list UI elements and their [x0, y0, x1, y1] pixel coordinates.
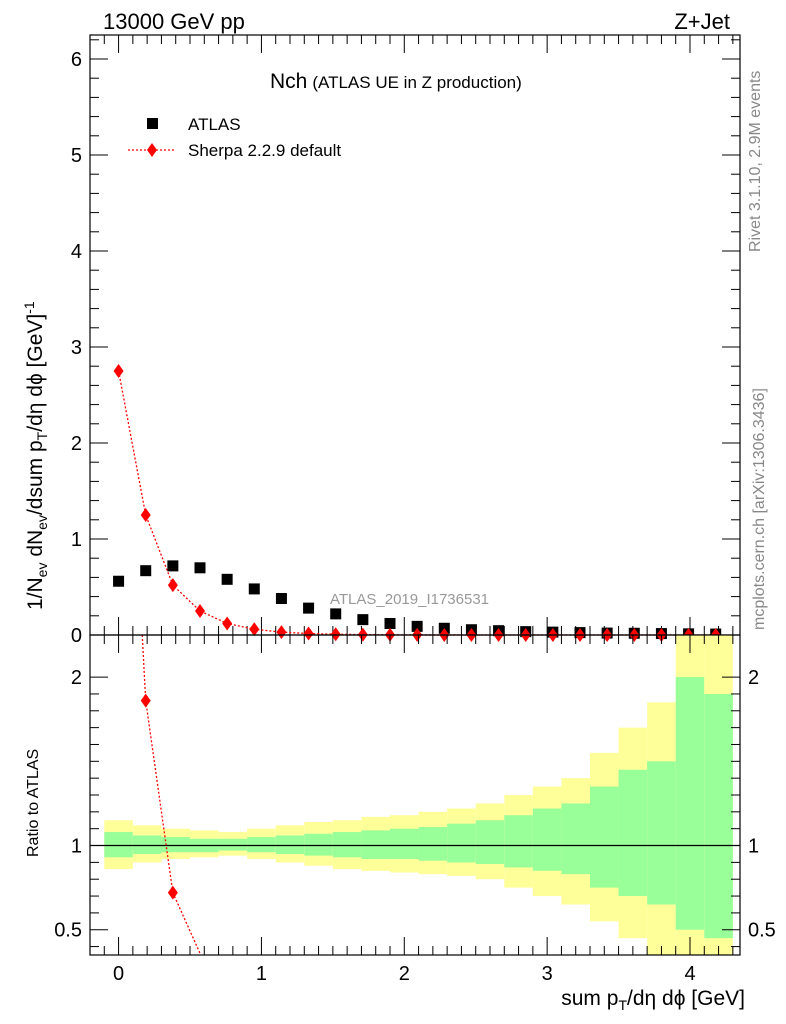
- main-y-tick-label: 6: [71, 49, 82, 71]
- ratio-y-axis-label: Ratio to ATLAS: [25, 749, 42, 857]
- sherpa-point: [222, 616, 233, 631]
- x-tick-label: 1: [256, 963, 267, 985]
- main-y-tick-label: 3: [71, 337, 82, 359]
- legend-atlas-marker: [147, 118, 158, 129]
- legend-atlas-label: ATLAS: [188, 115, 241, 134]
- ratio-inner-band: [618, 769, 648, 897]
- ratio-y-tick-label: 1: [71, 836, 82, 858]
- sherpa-point: [249, 622, 260, 637]
- ratio-panel: 0.5 0.5 1 1 2 2 0 1 2 3 4: [54, 634, 776, 985]
- ratio-inner-band: [332, 832, 362, 858]
- ratio-y-tick-label-right: 1: [748, 836, 759, 858]
- ratio-inner-band: [675, 677, 705, 930]
- ratio-inner-band: [161, 837, 190, 853]
- main-y-tick-label: 4: [71, 241, 82, 263]
- main-y-tick-label: 5: [71, 145, 82, 167]
- atlas-point: [357, 614, 369, 626]
- ratio-uncertainty-bands: [104, 635, 733, 955]
- ratio-inner-band: [218, 838, 248, 851]
- ratio-marks: [140, 634, 201, 954]
- sherpa-ratio-point: [167, 885, 178, 900]
- ratio-inner-band: [132, 835, 162, 854]
- ratio-inner-band: [390, 828, 419, 859]
- x-tick-label: 0: [113, 963, 124, 985]
- sherpa-point: [167, 578, 178, 593]
- ratio-inner-band: [704, 693, 733, 939]
- ratio-inner-band: [475, 820, 505, 865]
- atlas-point: [303, 602, 315, 614]
- sherpa-point: [195, 604, 205, 618]
- main-axis-ticks: [89, 35, 740, 636]
- main-marks: [113, 364, 722, 642]
- main-y-tick-labels: 0 1 2 3 4 5 6: [71, 49, 82, 647]
- legend-sherpa-label: Sherpa 2.2.9 default: [188, 141, 341, 160]
- atlas-point: [194, 562, 206, 574]
- mcplots-label: mcplots.cern.ch [arXiv:1306.3436]: [751, 388, 768, 630]
- sherpa-point: [113, 364, 124, 378]
- sherpa-point: [140, 508, 151, 522]
- ratio-y-tick-label-right: 2: [748, 667, 759, 689]
- atlas-point: [140, 565, 152, 577]
- atlas-point: [113, 575, 125, 587]
- sherpa-point: [330, 627, 341, 642]
- atlas-point: [330, 608, 342, 620]
- chart-title: Nch (ATLAS UE in Z production): [270, 70, 522, 93]
- sherpa-point: [276, 625, 287, 640]
- ratio-inner-band: [532, 808, 562, 871]
- main-y-tick-label: 2: [71, 433, 82, 455]
- ratio-inner-band: [304, 833, 333, 856]
- ratio-inner-band: [590, 786, 619, 888]
- ratio-inner-band: [447, 823, 476, 863]
- ratio-y-tick-label: 2: [71, 667, 82, 689]
- x-tick-label: 3: [542, 963, 553, 985]
- ratio-y-tick-label: 0.5: [54, 920, 82, 942]
- main-y-axis-label: 1/Nev dNev/dsum pT/dη dϕ [GeV]-1: [21, 301, 50, 610]
- main-panel: 0 1 2 3 4 5 6: [71, 34, 741, 647]
- x-tick-label: 2: [399, 963, 410, 985]
- ratio-inner-band: [647, 761, 676, 905]
- header-right: Z+Jet: [674, 9, 730, 34]
- analysis-watermark: ATLAS_2019_I1736531: [330, 591, 489, 608]
- ratio-frame: [89, 634, 741, 956]
- ratio-inner-band: [275, 835, 305, 854]
- atlas-point: [167, 560, 179, 572]
- main-y-tick-label: 1: [71, 529, 82, 551]
- atlas-point: [275, 593, 287, 605]
- x-tick-label: 4: [684, 963, 695, 985]
- sherpa-ratio-point: [140, 693, 151, 708]
- atlas-point: [384, 617, 396, 629]
- legend: ATLAS Sherpa 2.2.9 default: [128, 115, 341, 160]
- ratio-x-tick-labels: 0 1 2 3 4: [113, 963, 696, 985]
- header-left: 13000 GeV pp: [103, 9, 245, 34]
- x-axis-label: sum pT/dη dϕ [GeV]: [561, 987, 745, 1013]
- rivet-label: Rivet 3.1.10, 2.9M events: [747, 71, 764, 252]
- chart-title-main: Nch: [270, 70, 307, 93]
- ratio-axis-ticks: [89, 635, 740, 955]
- ratio-inner-band: [418, 827, 448, 861]
- ratio-inner-band: [361, 830, 390, 859]
- ratio-inner-band: [104, 832, 133, 858]
- main-y-tick-label: 0: [71, 625, 82, 647]
- ratio-inner-band: [247, 837, 276, 853]
- legend-sherpa-marker: [147, 143, 157, 157]
- sherpa-point: [303, 626, 314, 641]
- ratio-y-tick-label-right: 0.5: [748, 920, 776, 942]
- sherpa-ratio-line: [141, 634, 201, 954]
- ratio-inner-band: [561, 803, 590, 875]
- chart-title-sub: (ATLAS UE in Z production): [312, 73, 521, 92]
- atlas-point: [248, 583, 260, 595]
- ratio-inner-band: [504, 815, 533, 868]
- ratio-y-tick-labels: 0.5 0.5 1 1 2 2: [54, 667, 776, 942]
- atlas-point: [221, 573, 233, 585]
- atlas-point: [411, 620, 423, 632]
